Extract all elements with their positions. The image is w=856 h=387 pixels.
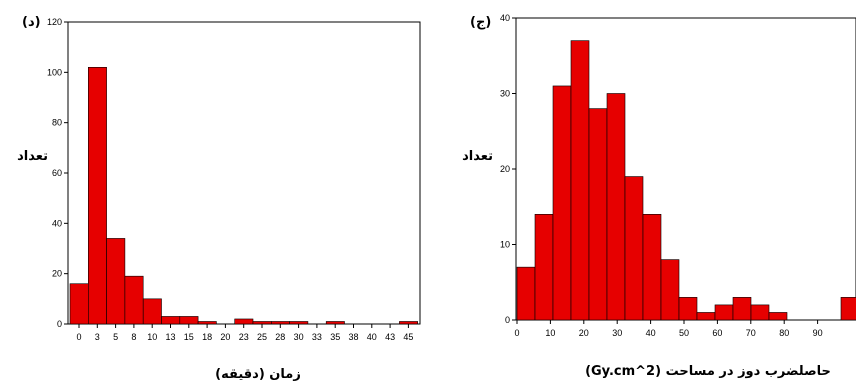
right-bar [552,85,572,321]
left-bar [270,321,290,325]
right-bar [516,266,536,321]
left-x-tick-label: 20 [220,332,230,342]
right-bar [534,214,554,321]
right-bar [588,108,608,321]
left-x-tick-label: 45 [403,332,413,342]
left-x-tick-label: 43 [385,332,395,342]
left-x-tick-label: 13 [165,332,175,342]
right-bar [840,297,856,321]
right-y-tick-label: 30 [500,89,510,99]
left-x-tick-label: 38 [348,332,358,342]
left-x-axis-title: زمان (دقیقه) [215,367,301,382]
right-bar [570,40,590,321]
left-x-tick-label: 5 [113,332,118,342]
right-x-tick-label: 90 [813,328,823,338]
left-x-tick-label: 10 [147,332,157,342]
right-x-tick-label: 80 [779,328,789,338]
left-panel-label: (د) [22,15,41,30]
right-x-tick-label: 60 [712,328,722,338]
right-bar [606,93,626,321]
left-y-tick-label: 20 [52,269,62,279]
left-bar [197,321,217,325]
left-bar [252,321,272,325]
left-bar [124,275,144,325]
right-y-tick-label: 10 [500,240,510,250]
right-x-tick-label: 50 [679,328,689,338]
right-bar [696,312,716,321]
right-bar [678,297,698,321]
left-x-tick-label: 0 [76,332,81,342]
right-x-tick-label: 10 [545,328,555,338]
left-bar [179,316,199,325]
right-y-tick-label: 20 [500,164,510,174]
left-bar [106,238,126,325]
right-panel-label: (ج) [470,15,491,30]
right-bar [624,176,644,321]
right-x-ticks: 0 10 20 30 40 50 60 70 80 90 [514,320,823,338]
right-x-tick-label: 70 [746,328,756,338]
right-bar [768,312,788,321]
left-bar [161,316,181,325]
left-x-tick-label: 30 [294,332,304,342]
right-x-tick-label: 0 [514,328,519,338]
left-x-tick-label: 15 [184,332,194,342]
left-x-tick-label: 35 [330,332,340,342]
right-bar [732,297,752,321]
right-y-tick-label: 0 [505,315,510,325]
right-bar [642,214,662,321]
right-bars [516,40,856,321]
left-plot-area [67,21,421,325]
left-x-tick-label: 28 [275,332,285,342]
left-bar [289,321,309,325]
left-x-ticks: 0 3 5 8 10 13 15 18 20 23 25 28 30 33 35 38 40 43 45 [76,324,413,342]
left-x-tick-label: 18 [202,332,212,342]
left-bar [325,321,345,325]
left-x-tick-label: 33 [312,332,322,342]
left-x-tick-label: 8 [131,332,136,342]
left-y-tick-label: 80 [52,118,62,128]
left-bar [399,321,418,325]
left-y-ticks: 0 20 40 60 80 100 120 [47,17,68,329]
right-y-tick-label: 40 [500,13,510,23]
left-y-tick-label: 60 [52,168,62,178]
right-bar [714,304,734,321]
right-x-tick-label: 30 [612,328,622,338]
right-y-ticks: 0 10 20 30 40 [500,13,516,325]
left-y-tick-label: 120 [47,17,62,27]
left-x-tick-label: 23 [239,332,249,342]
left-x-tick-label: 25 [257,332,267,342]
left-y-tick-label: 100 [47,67,62,77]
left-bar [88,67,107,325]
left-bars [69,67,418,325]
left-bar [234,318,254,325]
right-bar [660,259,680,321]
left-y-axis-title: تعداد [17,149,48,164]
left-y-tick-label: 0 [57,319,62,329]
left-y-tick-label: 40 [52,218,62,228]
right-y-axis-title: تعداد [462,149,493,164]
right-x-axis-title: حاصلضرب دوز در مساحت (Gy.cm^2) [585,364,831,379]
left-bar [69,283,89,325]
left-bar [142,298,162,325]
left-x-tick-label: 3 [95,332,100,342]
right-x-tick-label: 40 [646,328,656,338]
right-x-tick-label: 20 [579,328,589,338]
right-bar [750,304,770,321]
left-x-tick-label: 40 [367,332,377,342]
